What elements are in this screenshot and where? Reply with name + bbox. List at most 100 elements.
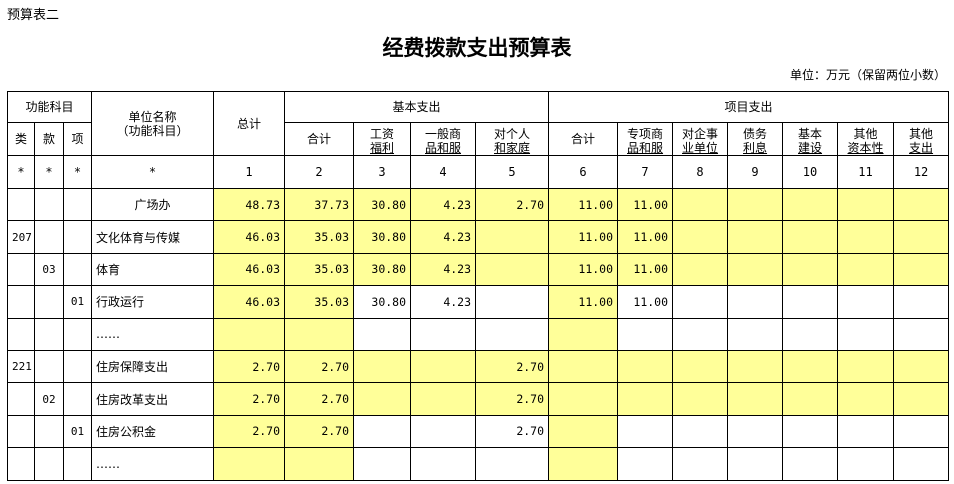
value-col-7: 11.00 [617,187,674,222]
index-cell: * [7,155,35,189]
value-col-2: 2.70 [284,349,355,384]
table-row: 02 住房改革支出 2.70 2.70 2.70 [7,382,950,416]
value-col-3: 30.80 [353,285,412,319]
value-col-7: 11.00 [617,252,674,287]
value-col-6 [548,447,619,481]
index-cell: 7 [617,155,674,189]
unit-name-cell: 体育 [91,252,215,287]
code-kuan [34,285,64,319]
subheader-cell: 工资 福利 [353,122,412,156]
value-col-5 [475,447,550,481]
value-col-11 [837,382,895,416]
value-col-1: 46.03 [213,220,286,254]
header-total: 总计 [213,91,286,156]
value-col-12 [893,414,950,449]
value-col-5: 2.70 [475,349,550,384]
code-xiang [62,349,93,384]
value-col-1 [213,447,286,481]
value-col-4: 4.23 [410,187,477,222]
value-col-7: 11.00 [617,285,674,319]
value-col-7 [617,317,674,351]
header-project: 项目支出 [548,91,950,123]
value-col-1: 2.70 [213,349,286,384]
header-kuan: 款 [34,122,64,156]
value-col-1: 2.70 [213,414,286,449]
value-col-7 [617,414,674,449]
header-lei: 类 [7,122,35,156]
value-col-6: 11.00 [548,285,619,319]
value-col-11 [837,285,895,319]
code-kuan: 03 [34,252,64,287]
value-col-12 [893,252,950,287]
value-col-2 [284,317,355,351]
table-row: 01 行政运行 46.03 35.03 30.80 4.23 11.00 11.00 [7,285,950,319]
value-col-2: 2.70 [284,414,355,449]
value-col-8 [672,349,729,384]
code-xiang: 01 [62,285,93,319]
value-col-9 [727,285,784,319]
code-xiang [62,187,93,222]
code-lei [7,382,35,416]
value-col-11 [837,349,895,384]
code-lei [7,447,35,481]
value-col-2 [284,447,355,481]
value-col-8 [672,317,729,351]
value-col-6 [548,317,619,351]
subheader-cell: 其他 资本性 [837,122,895,156]
value-col-4 [410,382,477,416]
value-col-2: 35.03 [284,252,355,287]
unit-name-cell: 广场办 [91,187,215,222]
index-cell: * [62,155,93,189]
value-col-1: 46.03 [213,285,286,319]
value-col-10 [782,382,839,416]
value-col-4 [410,414,477,449]
index-cell: * [34,155,64,189]
unit-name-cell: 住房公积金 [91,414,215,449]
code-lei [7,414,35,449]
index-cell: 10 [782,155,839,189]
value-col-11 [837,220,895,254]
value-col-9 [727,187,784,222]
value-col-5 [475,285,550,319]
index-cell: 1 [213,155,286,189]
index-cell: 2 [284,155,355,189]
index-cell: * [91,155,215,189]
code-kuan [34,187,64,222]
code-xiang [62,252,93,287]
value-col-12 [893,349,950,384]
unit-name-cell: 住房改革支出 [91,382,215,416]
value-col-6: 11.00 [548,187,619,222]
code-xiang [62,447,93,481]
value-col-10 [782,187,839,222]
value-col-5 [475,220,550,254]
value-col-5: 2.70 [475,187,550,222]
value-col-6: 11.00 [548,220,619,254]
unit-note: 单位：万元（保留两位小数） [789,68,946,82]
value-col-10 [782,447,839,481]
value-col-6 [548,349,619,384]
value-col-5 [475,252,550,287]
code-lei [7,285,35,319]
table-row: 01 住房公积金 2.70 2.70 2.70 [7,414,950,449]
value-col-9 [727,252,784,287]
unit-name-cell: 文化体育与传媒 [91,220,215,254]
subheader-cell: 对企事 业单位 [672,122,729,156]
value-col-4 [410,349,477,384]
value-col-3 [353,349,412,384]
code-kuan: 02 [34,382,64,416]
value-col-8 [672,285,729,319]
code-lei [7,187,35,222]
value-col-8 [672,447,729,481]
value-col-6 [548,414,619,449]
index-cell: 11 [837,155,895,189]
value-col-8 [672,414,729,449]
index-cell: 6 [548,155,619,189]
unit-name-cell: …… [91,447,215,481]
value-col-3 [353,382,412,416]
value-col-2: 2.70 [284,382,355,416]
index-cell: 3 [353,155,412,189]
unit-name-cell: 住房保障支出 [91,349,215,384]
value-col-11 [837,414,895,449]
value-col-4 [410,447,477,481]
unit-name-cell: …… [91,317,215,351]
